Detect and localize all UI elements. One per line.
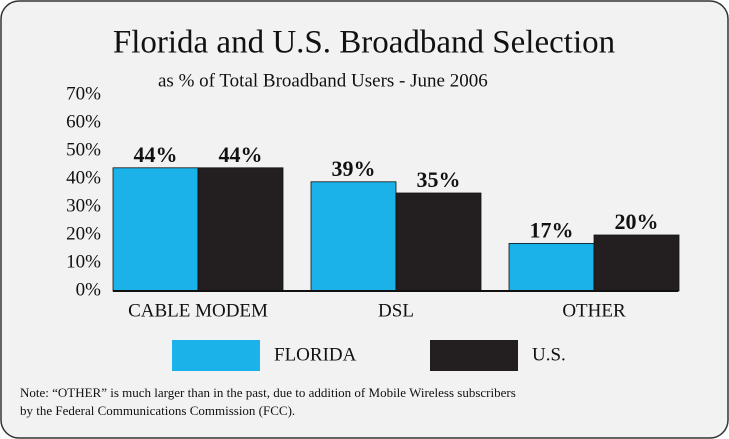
bar (197, 167, 284, 292)
y-tick-label: 30% (66, 195, 101, 216)
y-tick-label: 20% (66, 223, 101, 244)
y-tick-label: 60% (66, 111, 101, 132)
data-label: 44% (219, 142, 263, 167)
y-tick-label: 50% (66, 139, 101, 160)
bar (310, 181, 397, 292)
data-label: 39% (332, 156, 376, 181)
chart-subtitle: as % of Total Broadband Users - June 200… (158, 70, 488, 91)
y-tick-label: 70% (66, 83, 101, 104)
bar (508, 242, 595, 292)
chart-title: Florida and U.S. Broadband Selection (113, 25, 615, 61)
data-label: 35% (417, 167, 461, 192)
x-tick-label: CABLE MODEM (128, 300, 268, 321)
data-label: 20% (615, 209, 659, 234)
y-tick-label: 0% (76, 279, 102, 300)
note-line: Note: “OTHER” is much larger than in the… (20, 385, 516, 400)
y-tick-label: 10% (66, 251, 101, 272)
x-tick-label: OTHER (562, 300, 626, 321)
data-label: 17% (530, 217, 574, 242)
legend-label: FLORIDA (274, 344, 357, 365)
y-tick-label: 40% (66, 167, 101, 188)
bar (112, 167, 199, 292)
data-label: 44% (134, 142, 178, 167)
bar (593, 234, 680, 292)
x-tick-label: DSL (378, 300, 414, 321)
note-line: by the Federal Communications Commission… (20, 403, 295, 418)
legend-swatch (430, 340, 518, 371)
bar (395, 192, 482, 292)
legend-swatch (172, 340, 260, 371)
legend-label: U.S. (532, 344, 566, 365)
